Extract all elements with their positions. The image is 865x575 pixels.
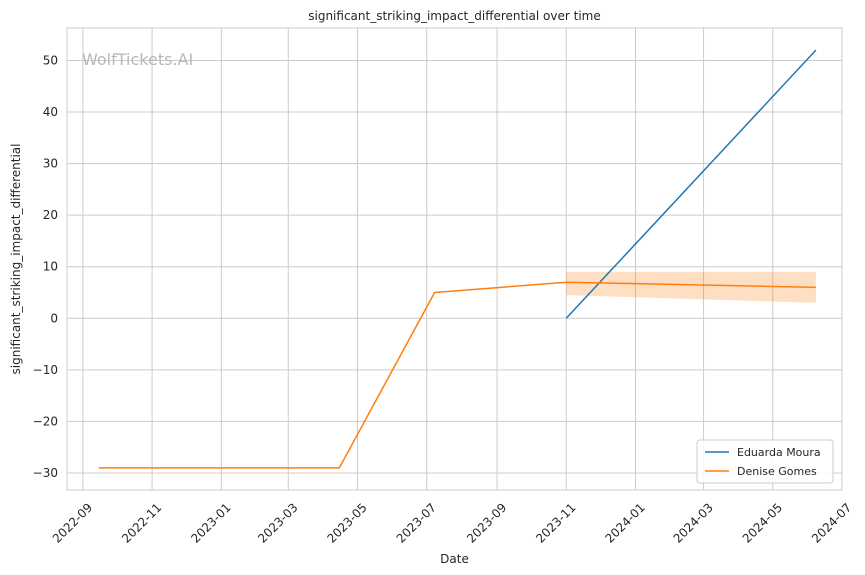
x-tick-label: 2024-07 [809,500,854,545]
x-tick-labels: 2022-09 2022-11 2023-01 2023-03 2023-05 2023-… [50,500,854,545]
x-tick-label: 2023-03 [255,500,300,545]
chart-title: significant_striking_impact_differential… [308,9,600,23]
x-tick-label: 2023-09 [464,500,509,545]
y-axis-label: significant_striking_impact_differential [9,144,23,375]
watermark: WolfTickets.AI [82,50,193,69]
plot-frame [66,27,843,491]
series-line [98,281,816,469]
series-band [566,271,816,303]
x-tick-label: 2023-11 [533,500,578,545]
x-tick-label: 2023-05 [324,500,369,545]
confidence-bands [566,271,816,303]
x-tick-label: 2022-11 [119,500,164,545]
y-tick-label: 50 [43,53,58,67]
x-tick-label: 2024-05 [740,500,785,545]
legend-label: Eduarda Moura [737,446,821,459]
y-tick-labels: −30 −20 −10 0 10 20 30 40 50 [33,53,58,480]
series-lines [98,49,817,469]
y-tick-label: −20 [33,414,58,428]
series-line [565,49,817,319]
x-tick-label: 2023-07 [394,500,439,545]
x-axis-label: Date [440,552,469,566]
x-tick-label: 2024-01 [602,500,647,545]
x-tick-label: 2023-01 [188,500,233,545]
legend-box [696,439,834,484]
y-tick-label: −10 [33,363,58,377]
legend: Eduarda Moura Denise Gomes [696,439,834,484]
y-tick-label: 10 [43,260,58,274]
y-tick-label: 40 [43,105,58,119]
y-tick-label: 0 [50,311,58,325]
grid [67,28,843,490]
y-tick-label: 30 [43,157,58,171]
y-tick-label: 20 [43,208,58,222]
x-tick-label: 2024-03 [671,500,716,545]
y-tick-label: −30 [33,466,58,480]
legend-label: Denise Gomes [737,465,817,478]
x-tick-label: 2022-09 [50,500,95,545]
